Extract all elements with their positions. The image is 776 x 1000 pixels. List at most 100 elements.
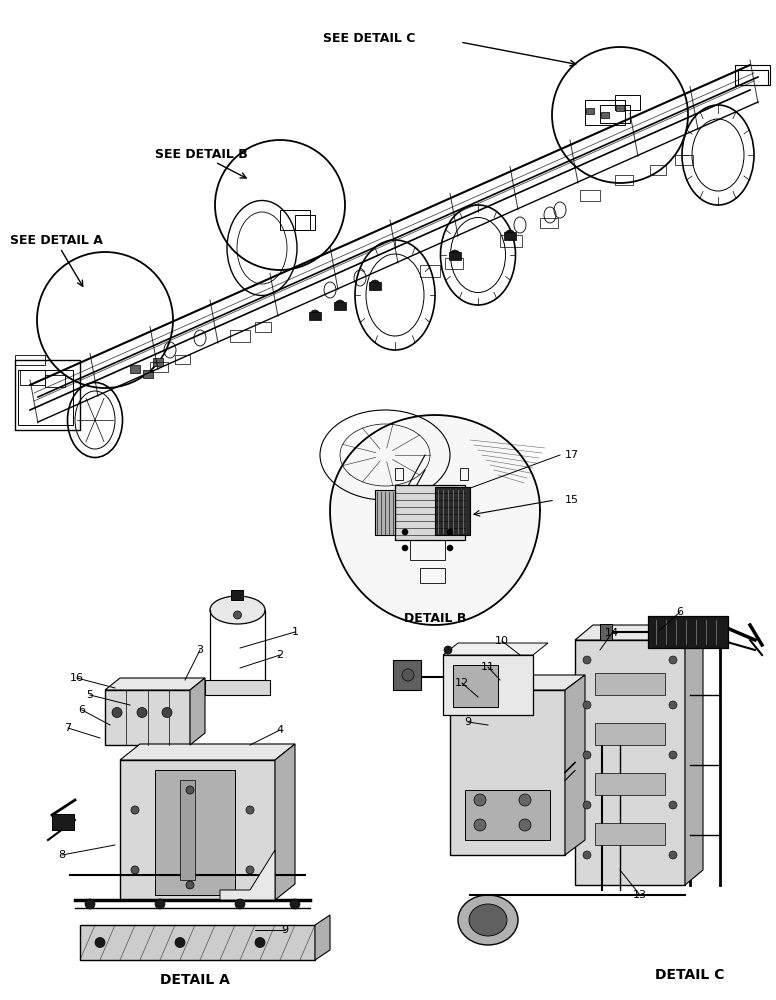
Circle shape [186,786,194,794]
FancyBboxPatch shape [153,358,163,366]
Text: 7: 7 [64,723,71,733]
Ellipse shape [469,904,507,936]
Circle shape [186,881,194,889]
Text: 9: 9 [465,717,472,727]
Text: 1: 1 [292,627,299,637]
FancyBboxPatch shape [231,590,243,600]
Circle shape [85,899,95,909]
Polygon shape [275,744,295,900]
Text: 14: 14 [605,628,619,638]
FancyBboxPatch shape [143,370,153,378]
FancyBboxPatch shape [130,365,140,373]
FancyBboxPatch shape [205,680,270,695]
Text: 5: 5 [86,690,93,700]
Circle shape [474,819,486,831]
Text: SEE DETAIL A: SEE DETAIL A [10,233,103,246]
Polygon shape [105,678,205,690]
FancyBboxPatch shape [648,616,728,648]
Text: 6: 6 [677,607,684,617]
Polygon shape [443,643,548,655]
FancyBboxPatch shape [453,665,498,707]
Polygon shape [330,415,540,625]
FancyBboxPatch shape [443,655,533,715]
FancyBboxPatch shape [465,790,550,840]
Circle shape [235,899,245,909]
FancyBboxPatch shape [504,232,516,240]
Circle shape [112,708,122,718]
Circle shape [131,806,139,814]
Polygon shape [220,850,275,900]
Circle shape [669,751,677,759]
Text: 8: 8 [58,850,65,860]
FancyBboxPatch shape [435,487,470,535]
Circle shape [669,801,677,809]
Circle shape [583,751,591,759]
FancyBboxPatch shape [309,312,321,320]
Polygon shape [685,625,703,885]
Circle shape [669,656,677,664]
Circle shape [519,794,531,806]
Circle shape [583,701,591,709]
Circle shape [450,250,460,260]
FancyBboxPatch shape [52,814,74,830]
Circle shape [447,545,453,551]
Polygon shape [565,675,585,855]
FancyBboxPatch shape [80,925,315,960]
Ellipse shape [458,895,518,945]
Polygon shape [450,675,585,690]
Text: 3: 3 [196,645,203,655]
Circle shape [162,708,172,718]
Text: 6: 6 [78,705,85,715]
Text: 16: 16 [70,673,84,683]
Text: SEE DETAIL C: SEE DETAIL C [323,31,415,44]
FancyBboxPatch shape [601,112,609,118]
Polygon shape [575,625,703,640]
Circle shape [155,899,165,909]
Text: DETAIL B: DETAIL B [404,611,466,624]
Text: SEE DETAIL B: SEE DETAIL B [155,148,248,161]
Polygon shape [315,915,330,960]
Circle shape [335,300,345,310]
Text: 9: 9 [282,925,289,935]
FancyBboxPatch shape [595,723,665,745]
Circle shape [583,656,591,664]
Text: 13: 13 [633,890,647,900]
Text: 11: 11 [481,662,495,672]
Circle shape [95,938,105,948]
FancyBboxPatch shape [395,485,465,540]
FancyBboxPatch shape [450,690,565,855]
Circle shape [505,230,515,240]
Circle shape [290,899,300,909]
FancyBboxPatch shape [600,624,612,640]
Circle shape [519,819,531,831]
FancyBboxPatch shape [155,770,235,895]
Ellipse shape [210,596,265,624]
FancyBboxPatch shape [575,640,685,885]
FancyBboxPatch shape [595,823,665,845]
Circle shape [444,646,452,654]
Circle shape [583,801,591,809]
Circle shape [137,708,147,718]
FancyBboxPatch shape [334,302,346,310]
Text: 10: 10 [495,636,509,646]
FancyBboxPatch shape [616,105,624,111]
FancyBboxPatch shape [449,252,461,260]
Text: DETAIL A: DETAIL A [160,973,230,987]
Circle shape [370,280,380,290]
Circle shape [310,310,320,320]
Circle shape [255,938,265,948]
Circle shape [669,851,677,859]
Circle shape [583,851,591,859]
FancyBboxPatch shape [595,673,665,695]
Text: DETAIL C: DETAIL C [655,968,725,982]
Polygon shape [120,744,295,760]
FancyBboxPatch shape [375,490,395,535]
Circle shape [447,529,453,535]
Circle shape [669,701,677,709]
Circle shape [402,529,408,535]
Circle shape [474,794,486,806]
Text: 2: 2 [276,650,283,660]
Text: 17: 17 [565,450,579,460]
Circle shape [175,938,185,948]
Circle shape [234,611,241,619]
